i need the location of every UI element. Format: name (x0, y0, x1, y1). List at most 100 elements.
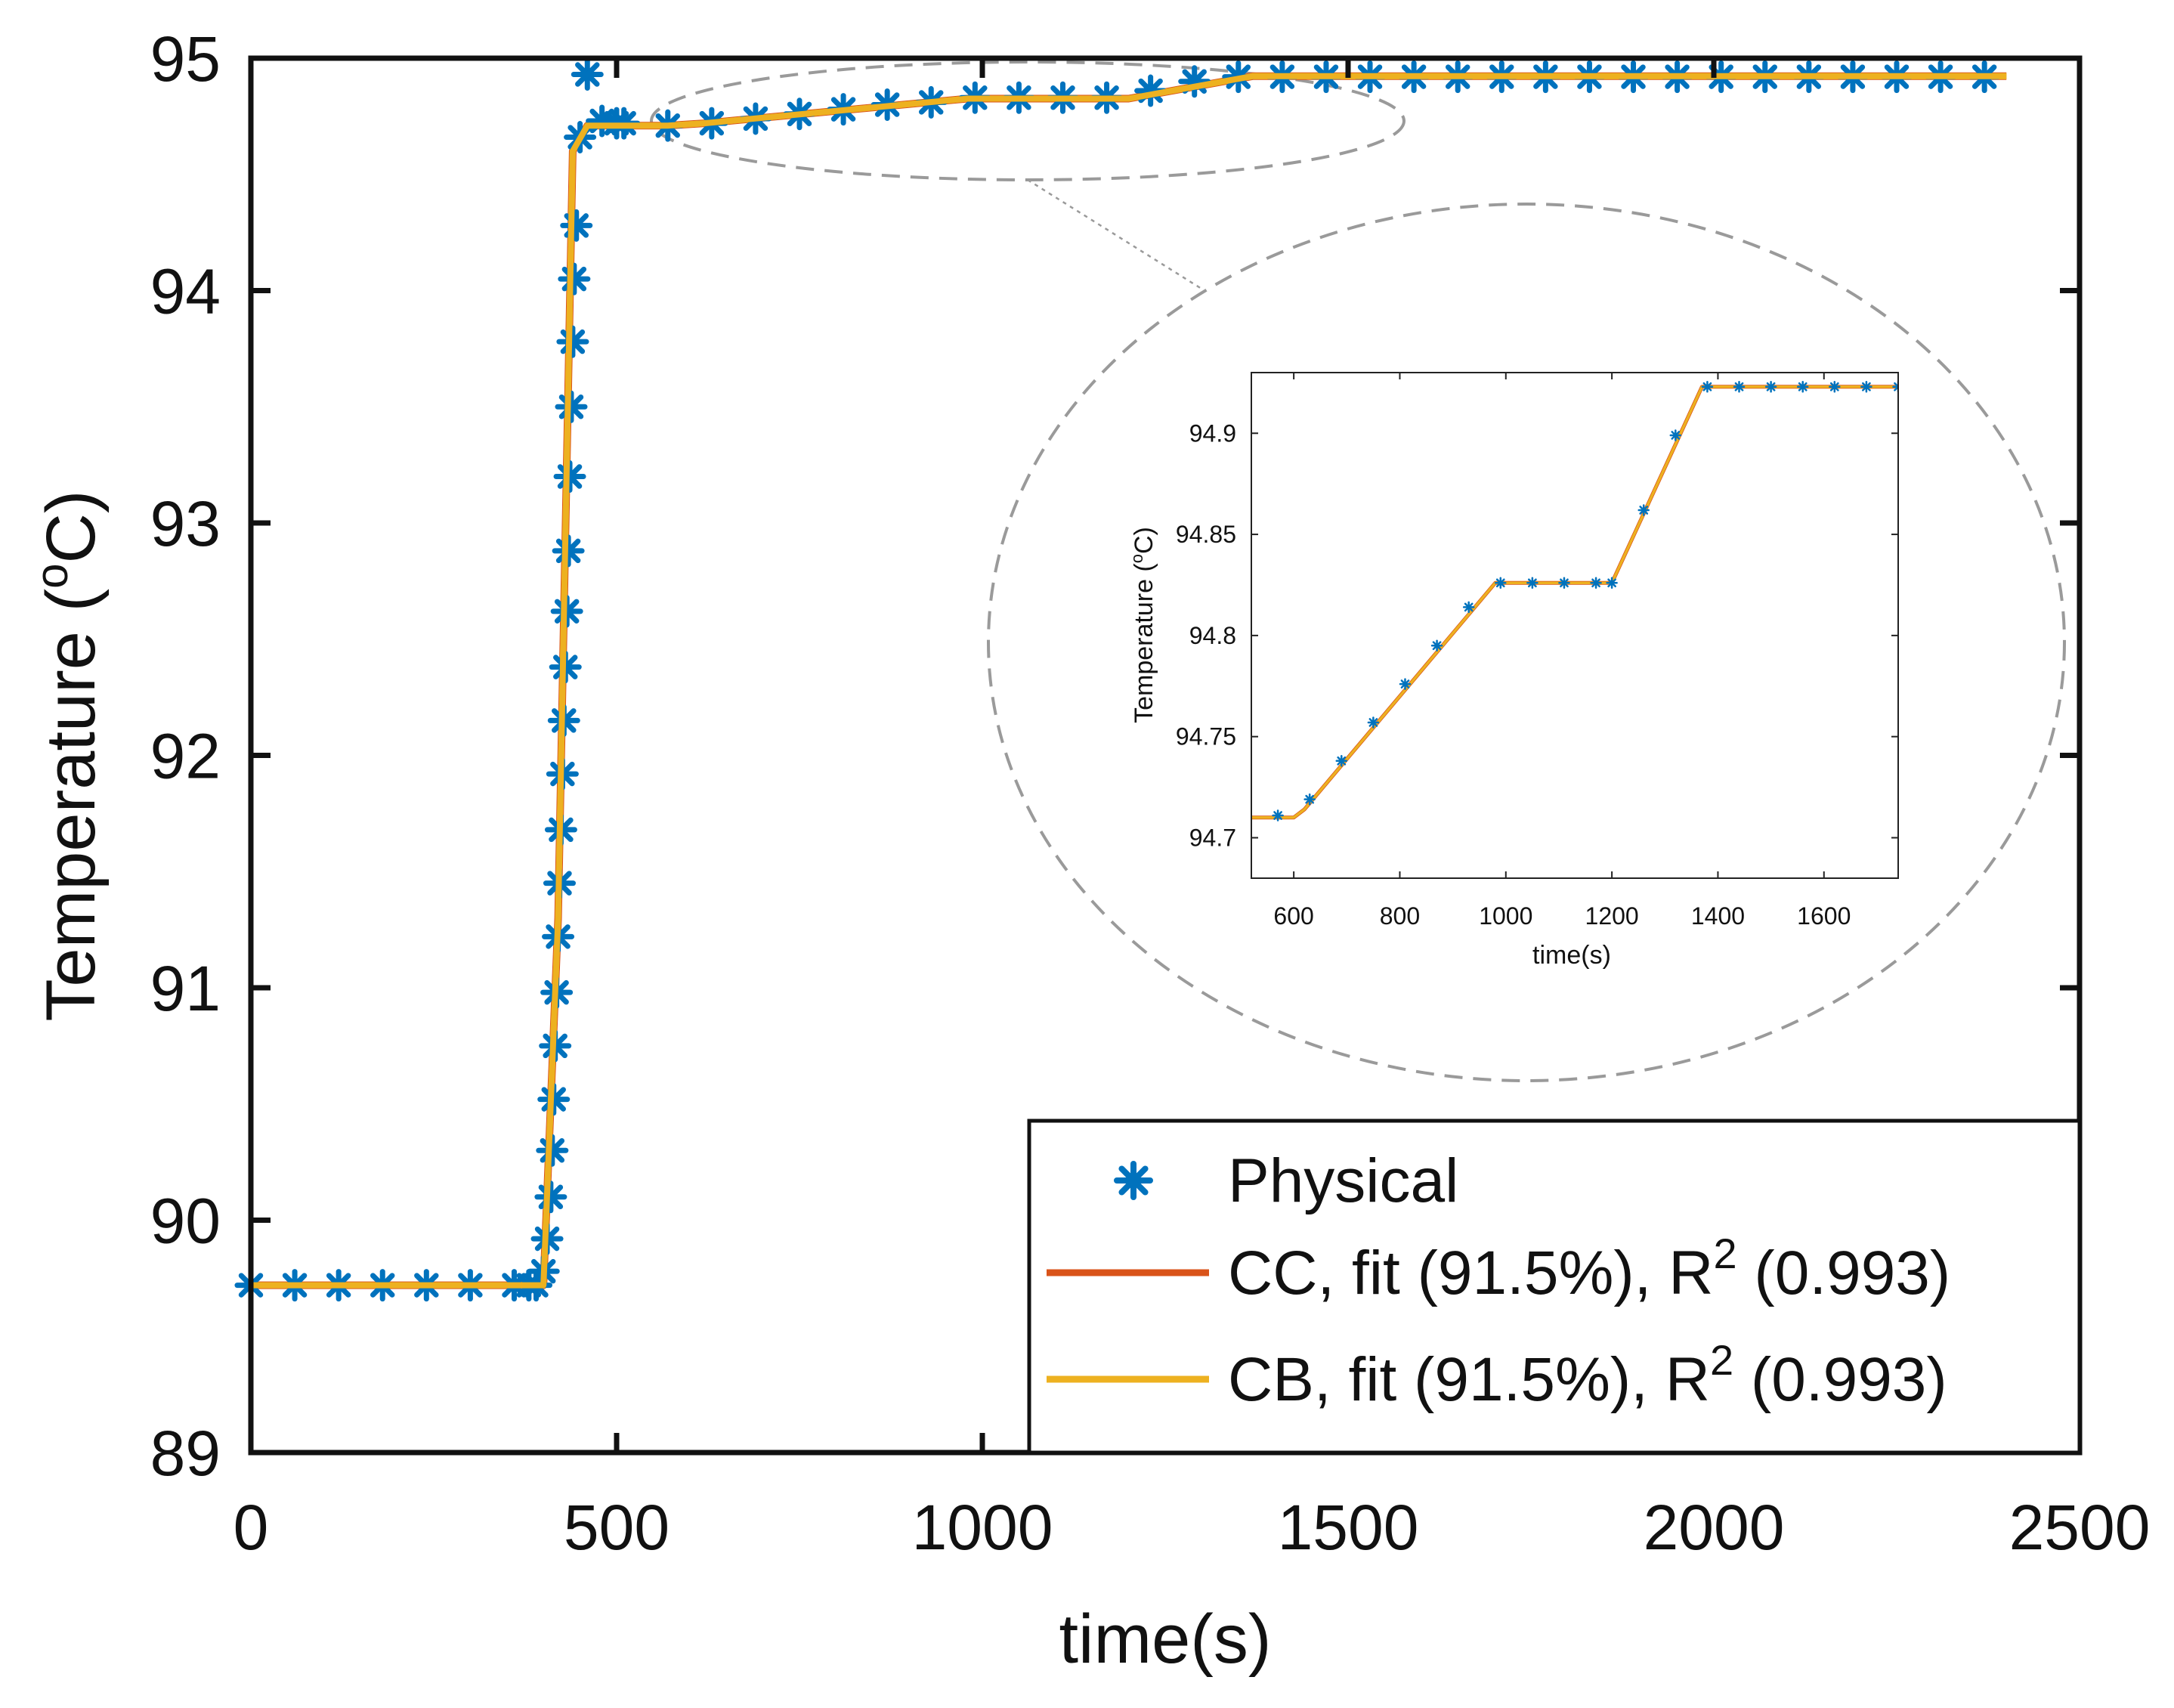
x-tick-label: 1500 (1278, 1492, 1419, 1563)
inset-data-point-physical (1669, 429, 1682, 441)
marker-stroke (1495, 578, 1505, 588)
inset-data-point-physical (1637, 504, 1650, 516)
legend-label-cb-main: CB, fit (91.5%), R (1228, 1345, 1710, 1414)
legend-label-cb: CB, fit (91.5%), R2 (0.993) (1228, 1336, 1947, 1414)
data-point-physical (555, 390, 588, 423)
marker-stroke (1734, 382, 1744, 391)
marker-stroke (1273, 811, 1282, 820)
data-point-physical (571, 58, 604, 91)
x-tick-label: 0 (233, 1492, 269, 1563)
data-point-physical (552, 534, 585, 568)
inset-y-axis-label-super: o (1127, 554, 1146, 563)
series-line-cb-top (251, 73, 2007, 1289)
inset-data-point-physical (1860, 380, 1872, 393)
inset-data-point-physical (1701, 380, 1714, 393)
data-point-physical (560, 209, 593, 242)
marker-stroke (1894, 382, 1898, 388)
inset-data-point-physical (1590, 577, 1602, 589)
inset-x-tick-label: 1600 (1797, 902, 1851, 930)
x-tick-label: 500 (564, 1492, 670, 1563)
inset-background (1251, 373, 1898, 878)
y-tick-label: 94 (150, 256, 221, 327)
inset-data-point-physical (1558, 577, 1570, 589)
inset-y-tick-label: 94.9 (1189, 419, 1236, 447)
zoom-target-ellipse (987, 203, 2066, 1082)
data-point-physical (553, 460, 586, 493)
inset-data-point-physical (1303, 793, 1316, 806)
y-tick-label: 93 (150, 488, 221, 559)
x-tick-label: 2500 (2009, 1492, 2151, 1563)
zoom-connector-line (1027, 178, 1202, 290)
y-tick-label: 89 (150, 1418, 221, 1489)
inset-y-tick-label: 94.7 (1189, 824, 1236, 851)
y-tick-label: 92 (150, 721, 221, 792)
legend-label-cc-super: 2 (1713, 1230, 1736, 1277)
inset-data-point-physical (1367, 716, 1380, 729)
marker-stroke (1432, 641, 1442, 651)
data-point-physical (534, 1180, 567, 1214)
marker-stroke (1798, 382, 1808, 391)
marker-stroke (1639, 506, 1649, 515)
marker-stroke (1607, 578, 1616, 588)
marker-stroke (1400, 679, 1410, 688)
inset-data-point-physical (1430, 639, 1443, 652)
inset-series-physical (1272, 380, 1898, 822)
y-axis-label-main: Temperature ( (32, 589, 110, 1022)
data-point-physical (556, 325, 589, 358)
legend-label-physical: Physical (1228, 1146, 1458, 1215)
x-tick-label: 1000 (912, 1492, 1053, 1563)
inset-data-point-physical (1335, 755, 1348, 767)
inset-data-point-physical (1764, 380, 1777, 393)
inset-x-tick-label: 1000 (1479, 902, 1532, 930)
inset-x-tick-label: 600 (1273, 902, 1313, 930)
inset-data-point-physical (1606, 577, 1618, 589)
marker-stroke (1305, 794, 1315, 804)
inset-data-point-physical (1495, 577, 1507, 589)
inset-data-point-physical (1272, 809, 1284, 822)
marker-stroke (1368, 718, 1378, 727)
inset-data-point-physical (1526, 577, 1538, 589)
inset-axes-box (1251, 372, 1899, 879)
inset-data-point-physical (1462, 601, 1475, 614)
legend-label-cb-tail: (0.993) (1733, 1345, 1947, 1414)
y-tick-label: 90 (150, 1186, 221, 1257)
marker-stroke (1464, 602, 1474, 612)
inset-plot: 600 800 1000 1200 1400 1600 94.7 94.75 94.8 94.85… (1127, 372, 1899, 970)
legend-label-cc: CC, fit (91.5%), R2 (0.993) (1228, 1230, 1950, 1307)
x-axis-label: time(s) (1059, 1601, 1271, 1678)
y-axis-label: Temperature (oC) (26, 490, 110, 1021)
inset-y-axis-label-tail: C) (1130, 527, 1158, 554)
legend-label-cc-tail: (0.993) (1737, 1239, 1951, 1307)
inset-data-point-physical (1892, 380, 1898, 393)
marker-stroke (1591, 578, 1600, 588)
y-tick-label: 95 (150, 23, 221, 94)
marker-stroke (555, 538, 581, 564)
inset-x-tick-label: 800 (1380, 902, 1420, 930)
marker-stroke (1118, 1165, 1149, 1196)
y-axis-label-tail: C) (32, 490, 110, 563)
inset-data-point-physical (1733, 380, 1746, 393)
marker-stroke (1671, 431, 1681, 440)
marker-stroke (1337, 756, 1347, 766)
marker-stroke (1862, 382, 1871, 391)
legend-label-cb-super: 2 (1710, 1336, 1733, 1384)
legend-marker-physical (1114, 1161, 1153, 1200)
marker-stroke (575, 62, 600, 87)
marker-stroke (1829, 382, 1839, 391)
inset-y-tick-label: 94.8 (1189, 622, 1236, 649)
inset-y-tick-label: 94.85 (1176, 521, 1236, 548)
legend-box (1027, 1119, 2082, 1455)
inset-data-point-physical (1796, 380, 1809, 393)
marker-stroke (1766, 382, 1776, 391)
marker-stroke (1560, 578, 1569, 588)
marker-stroke (1528, 578, 1537, 588)
zoom-callout (650, 60, 2066, 1082)
legend-label-cc-main: CC, fit (91.5%), R (1228, 1239, 1713, 1307)
inset-x-tick-label: 1400 (1691, 902, 1745, 930)
x-tick-label: 2000 (1644, 1492, 1785, 1563)
y-tick-label: 91 (150, 953, 221, 1024)
marker-stroke (1894, 385, 1898, 391)
main-plot: 0 500 1000 1500 2000 2500 89 90 91 92 93 94 95 time(s… (26, 23, 2150, 1678)
